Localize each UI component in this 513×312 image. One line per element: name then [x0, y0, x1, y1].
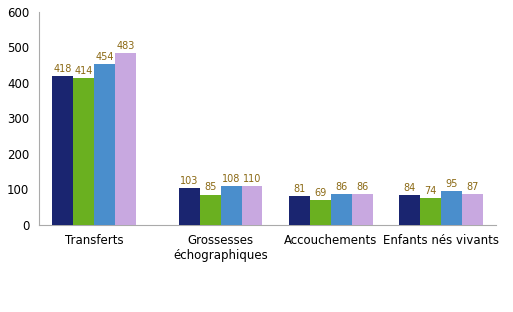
Bar	[200, 194, 221, 225]
Bar	[52, 76, 73, 225]
Bar	[221, 186, 242, 225]
Text: 454: 454	[95, 51, 114, 61]
Text: 103: 103	[180, 176, 199, 186]
Bar	[242, 186, 263, 225]
Text: 86: 86	[356, 182, 368, 192]
Text: 483: 483	[116, 41, 134, 51]
Text: 414: 414	[74, 66, 93, 76]
Text: 81: 81	[293, 184, 306, 194]
Bar	[289, 196, 310, 225]
Bar	[399, 195, 420, 225]
Text: 95: 95	[445, 179, 458, 189]
Text: 84: 84	[403, 183, 416, 193]
Text: 418: 418	[53, 64, 72, 74]
Bar	[310, 200, 331, 225]
Bar	[94, 64, 115, 225]
Legend: 2012, 2013, 2014, 2015: 2012, 2013, 2014, 2015	[156, 311, 379, 312]
Text: 86: 86	[335, 182, 347, 192]
Bar	[179, 188, 200, 225]
Bar	[352, 194, 372, 225]
Bar	[73, 78, 94, 225]
Text: 110: 110	[243, 173, 261, 183]
Bar	[441, 191, 462, 225]
Text: 69: 69	[314, 188, 326, 198]
Text: 87: 87	[466, 182, 479, 192]
Text: 108: 108	[222, 174, 240, 184]
Text: 74: 74	[424, 186, 437, 196]
Bar	[115, 53, 136, 225]
Bar	[420, 198, 441, 225]
Bar	[462, 194, 483, 225]
Bar	[331, 194, 352, 225]
Text: 85: 85	[204, 183, 216, 193]
